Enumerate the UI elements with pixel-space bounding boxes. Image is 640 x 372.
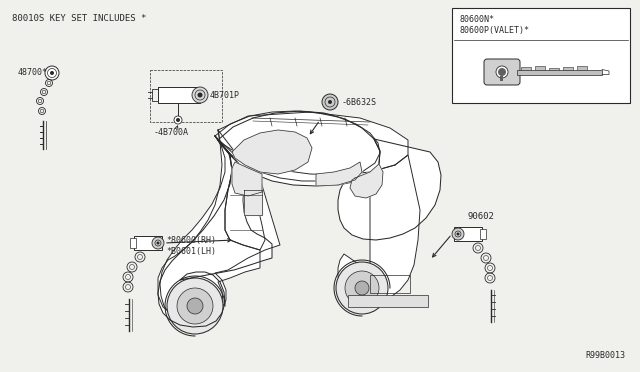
Circle shape	[456, 232, 460, 235]
Bar	[452, 8, 630, 103]
Circle shape	[496, 66, 508, 78]
Circle shape	[177, 288, 213, 324]
Polygon shape	[158, 140, 272, 327]
Circle shape	[355, 281, 369, 295]
Bar	[134, 236, 162, 250]
Polygon shape	[232, 130, 312, 174]
Text: 90602: 90602	[468, 212, 495, 221]
Polygon shape	[338, 139, 441, 240]
Polygon shape	[215, 136, 265, 250]
Circle shape	[328, 100, 332, 104]
Bar	[549, 67, 559, 70]
Circle shape	[157, 241, 159, 244]
Polygon shape	[316, 162, 362, 186]
Bar	[521, 67, 531, 70]
Bar	[517, 70, 602, 74]
Polygon shape	[160, 136, 260, 323]
Polygon shape	[158, 87, 200, 103]
Circle shape	[345, 271, 379, 305]
Bar	[130, 238, 136, 248]
Polygon shape	[218, 112, 408, 175]
Circle shape	[50, 71, 54, 75]
Text: 80600P(VALET)*: 80600P(VALET)*	[460, 26, 530, 35]
Polygon shape	[338, 155, 420, 302]
Circle shape	[198, 93, 202, 97]
Text: -6B632S: -6B632S	[342, 97, 377, 106]
Text: *B0601(LH): *B0601(LH)	[166, 247, 216, 256]
Circle shape	[152, 237, 164, 249]
Bar	[370, 275, 410, 293]
Text: -4B700A: -4B700A	[154, 128, 189, 137]
Circle shape	[176, 118, 180, 122]
Polygon shape	[158, 130, 280, 319]
Circle shape	[452, 228, 464, 240]
Polygon shape	[350, 164, 383, 198]
Circle shape	[322, 94, 338, 110]
Circle shape	[192, 87, 208, 103]
Text: 80010S KEY SET INCLUDES *: 80010S KEY SET INCLUDES *	[12, 14, 147, 23]
Circle shape	[187, 298, 203, 314]
Polygon shape	[215, 111, 380, 181]
Bar	[348, 295, 428, 307]
Text: R99B0013: R99B0013	[585, 351, 625, 360]
Circle shape	[174, 116, 182, 124]
Polygon shape	[244, 190, 262, 215]
Text: *80600(RH): *80600(RH)	[166, 236, 216, 245]
Circle shape	[167, 278, 223, 334]
Text: 80600N*: 80600N*	[460, 15, 495, 24]
Text: 4B701P: 4B701P	[210, 90, 240, 99]
FancyBboxPatch shape	[484, 59, 520, 85]
Bar	[577, 65, 587, 70]
Text: 48700*: 48700*	[18, 68, 48, 77]
Bar	[480, 229, 486, 239]
Bar	[150, 70, 222, 122]
Bar	[454, 227, 482, 241]
Polygon shape	[232, 162, 262, 196]
Circle shape	[498, 68, 506, 76]
Polygon shape	[218, 111, 380, 186]
Bar	[500, 76, 504, 81]
Bar	[563, 67, 573, 70]
Circle shape	[336, 262, 388, 314]
Circle shape	[45, 66, 59, 80]
Bar	[535, 65, 545, 70]
